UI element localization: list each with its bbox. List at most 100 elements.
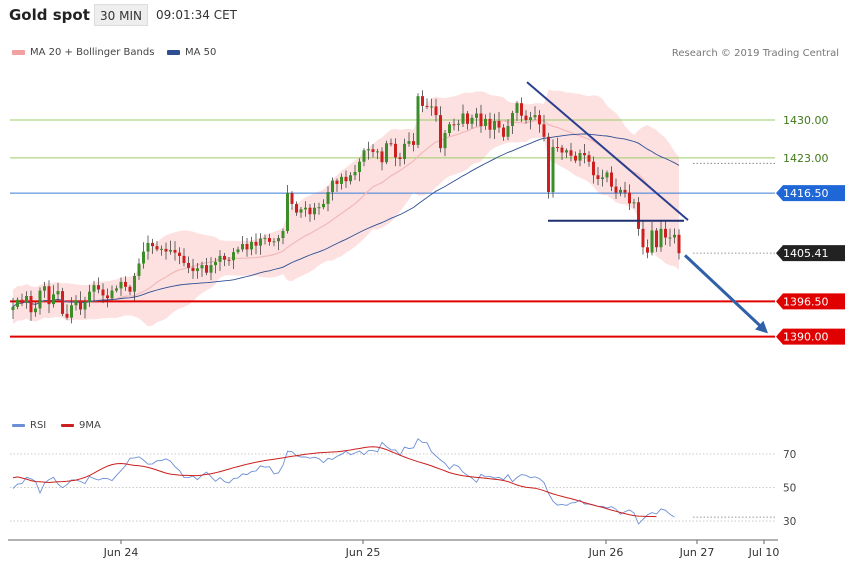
candle-body — [664, 228, 667, 238]
candle-body — [565, 150, 568, 153]
candle-body — [376, 151, 379, 153]
candle-body — [403, 143, 406, 159]
candle-body — [619, 189, 622, 193]
candle-body — [646, 247, 649, 253]
candle-body — [416, 96, 420, 145]
candle-body — [241, 244, 244, 250]
legend-rsi-ma: 9MA — [61, 420, 101, 431]
candle-body — [547, 136, 550, 193]
candle-body — [668, 237, 672, 239]
rsi-ma-line — [12, 446, 657, 518]
candle-body — [614, 186, 618, 193]
level-tag — [776, 328, 845, 345]
rsi-swatch — [12, 423, 25, 427]
candle-body — [326, 192, 330, 204]
candle-body — [421, 96, 424, 106]
level-tag — [776, 245, 845, 262]
candle-body — [151, 242, 154, 247]
candle-body — [592, 161, 595, 176]
candle-body — [65, 313, 69, 318]
candle-body — [466, 113, 469, 124]
rsi-ma-swatch — [61, 423, 74, 427]
level-label: 1396.50 — [776, 293, 845, 310]
candle-body — [632, 202, 636, 204]
candle-body — [304, 207, 307, 210]
legend-ma20-label: MA 20 + Bollinger Bands — [30, 47, 155, 58]
candle-body — [322, 203, 325, 208]
x-tick-label: Jun 26 — [588, 546, 624, 559]
ma20-line — [12, 119, 680, 308]
candle-body — [142, 251, 145, 264]
candle-body — [583, 153, 586, 156]
candle-body — [353, 171, 357, 176]
level-value: 1405.41 — [783, 247, 829, 260]
candle-body — [398, 157, 402, 159]
candle-body — [556, 147, 559, 149]
candle-body — [394, 143, 397, 158]
candle-body — [83, 301, 87, 310]
candle-body — [470, 117, 474, 124]
x-tick-label: Jun 27 — [679, 546, 715, 559]
candle-body — [74, 300, 78, 306]
candle-body — [245, 244, 249, 250]
level-value: 1390.00 — [783, 331, 829, 344]
level-tag — [776, 185, 845, 202]
candle-body — [227, 259, 231, 261]
candle-body — [70, 305, 73, 318]
rsi-line — [12, 438, 675, 525]
x-tick-label: Jul 10 — [748, 546, 780, 559]
candle-body — [277, 238, 280, 242]
chart-header: Gold spot 30 MIN 09:01:34 CET — [0, 0, 850, 32]
level-value: 1423.00 — [783, 152, 829, 165]
candle-body — [218, 255, 222, 262]
candle-body — [452, 124, 456, 126]
candle-body — [110, 290, 114, 299]
level-label: 1416.50 — [776, 185, 845, 202]
candle-body — [137, 263, 141, 276]
level-value: 1416.50 — [783, 187, 829, 200]
candle-body — [97, 285, 100, 290]
candle-body — [484, 118, 487, 126]
candle-body — [209, 265, 213, 273]
candle-body — [574, 155, 577, 161]
candle-body — [272, 241, 276, 243]
candle-body — [43, 286, 46, 291]
candle-body — [47, 286, 51, 305]
candle-body — [236, 249, 240, 253]
rsi-level-label: 30 — [783, 516, 796, 528]
legend-rsi-ma-label: 9MA — [79, 420, 101, 431]
candle-body — [101, 289, 105, 296]
projection-arrowhead — [755, 320, 768, 334]
candle-body — [515, 103, 519, 113]
interval-selector[interactable]: 30 MIN — [94, 4, 148, 26]
candle-body — [295, 203, 298, 213]
candle-body — [335, 180, 339, 184]
candle-body — [542, 124, 546, 137]
candle-body — [650, 230, 654, 253]
candle-body — [191, 267, 195, 272]
candle-body — [155, 246, 159, 250]
ma50-swatch — [167, 49, 180, 55]
candle-body — [601, 177, 604, 180]
candle-body — [475, 113, 478, 118]
candle-body — [457, 123, 460, 125]
legend-rsi: RSI — [12, 420, 46, 431]
candle-body — [286, 193, 289, 232]
candle-body — [124, 281, 127, 287]
chart-title: Gold spot — [9, 6, 90, 24]
candle-body — [20, 299, 24, 304]
candle-body — [641, 228, 645, 248]
candle-body — [511, 112, 514, 126]
candle-body — [331, 180, 334, 193]
candle-body — [659, 228, 663, 248]
candle-body — [538, 115, 541, 125]
rsi-level-label: 50 — [783, 483, 796, 495]
level-value: 1396.50 — [783, 295, 829, 308]
candle-body — [223, 255, 226, 260]
candle-body — [52, 294, 55, 305]
candle-body — [385, 143, 388, 163]
candle-body — [560, 147, 564, 153]
legend-ma50: MA 50 — [167, 47, 216, 58]
candle-body — [430, 106, 433, 108]
